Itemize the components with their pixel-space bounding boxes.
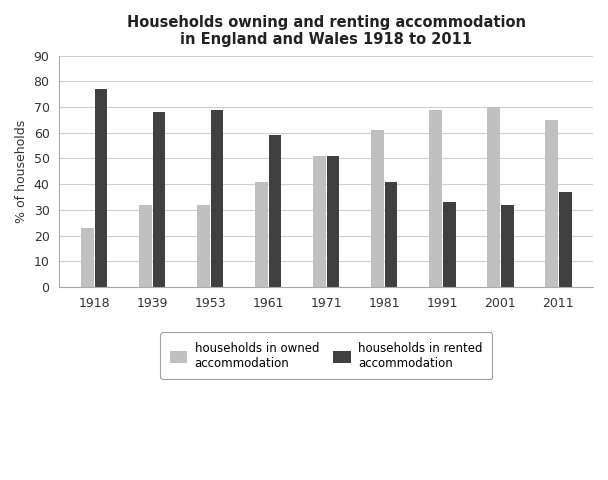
Bar [211, 109, 224, 287]
Bar [95, 89, 108, 287]
Bar [371, 130, 384, 287]
Bar [487, 107, 500, 287]
Bar [139, 204, 151, 287]
Bar [559, 192, 572, 287]
Bar [197, 204, 210, 287]
Bar [81, 228, 94, 287]
Bar [153, 112, 165, 287]
Bar [443, 202, 455, 287]
Bar [255, 181, 268, 287]
Bar [385, 181, 398, 287]
Bar [326, 156, 339, 287]
Bar [269, 135, 282, 287]
Title: Households owning and renting accommodation
in England and Wales 1918 to 2011: Households owning and renting accommodat… [126, 15, 526, 48]
Bar [429, 109, 441, 287]
Bar [501, 204, 514, 287]
Bar [313, 156, 325, 287]
Y-axis label: % of households: % of households [15, 120, 28, 223]
Legend: households in owned
accommodation, households in rented
accommodation: households in owned accommodation, house… [161, 332, 492, 379]
Bar [545, 120, 558, 287]
